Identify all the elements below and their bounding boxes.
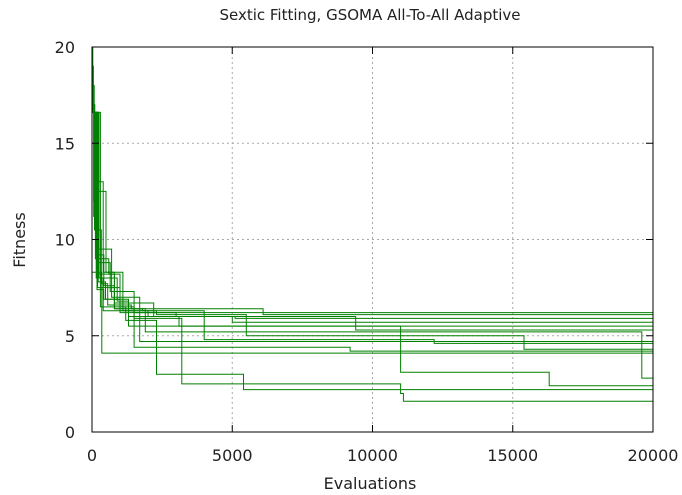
y-tick-label: 0	[65, 423, 75, 442]
series-line-12	[92, 111, 653, 314]
y-tick-label: 10	[55, 231, 75, 250]
series-line-10	[92, 111, 653, 331]
x-tick-label: 15000	[487, 446, 538, 465]
y-tick-label: 5	[65, 327, 75, 346]
series-line-9	[92, 111, 653, 327]
x-tick-labels: 0 5000 10000 15000 20000	[87, 446, 679, 465]
series-line-13	[92, 111, 653, 316]
x-axis-title: Evaluations	[324, 474, 417, 493]
series-line-8	[92, 111, 653, 342]
series-line-15	[92, 111, 653, 323]
series-line-14	[92, 271, 653, 354]
axis-ticks	[91, 46, 654, 433]
x-tick-label: 20000	[628, 446, 679, 465]
x-tick-label: 5000	[212, 446, 253, 465]
chart-title: Sextic Fitting, GSOMA All-To-All Adaptiv…	[219, 6, 520, 24]
series-lines	[92, 46, 654, 402]
series-line-11	[92, 111, 653, 319]
x-tick-label: 10000	[347, 446, 398, 465]
series-line-3	[92, 85, 653, 387]
y-tick-label: 15	[55, 134, 75, 153]
y-tick-label: 20	[55, 38, 75, 57]
y-tick-labels: 0 5 10 15 20	[55, 38, 75, 442]
y-axis-title: Fitness	[10, 212, 29, 267]
x-tick-label: 0	[87, 446, 97, 465]
